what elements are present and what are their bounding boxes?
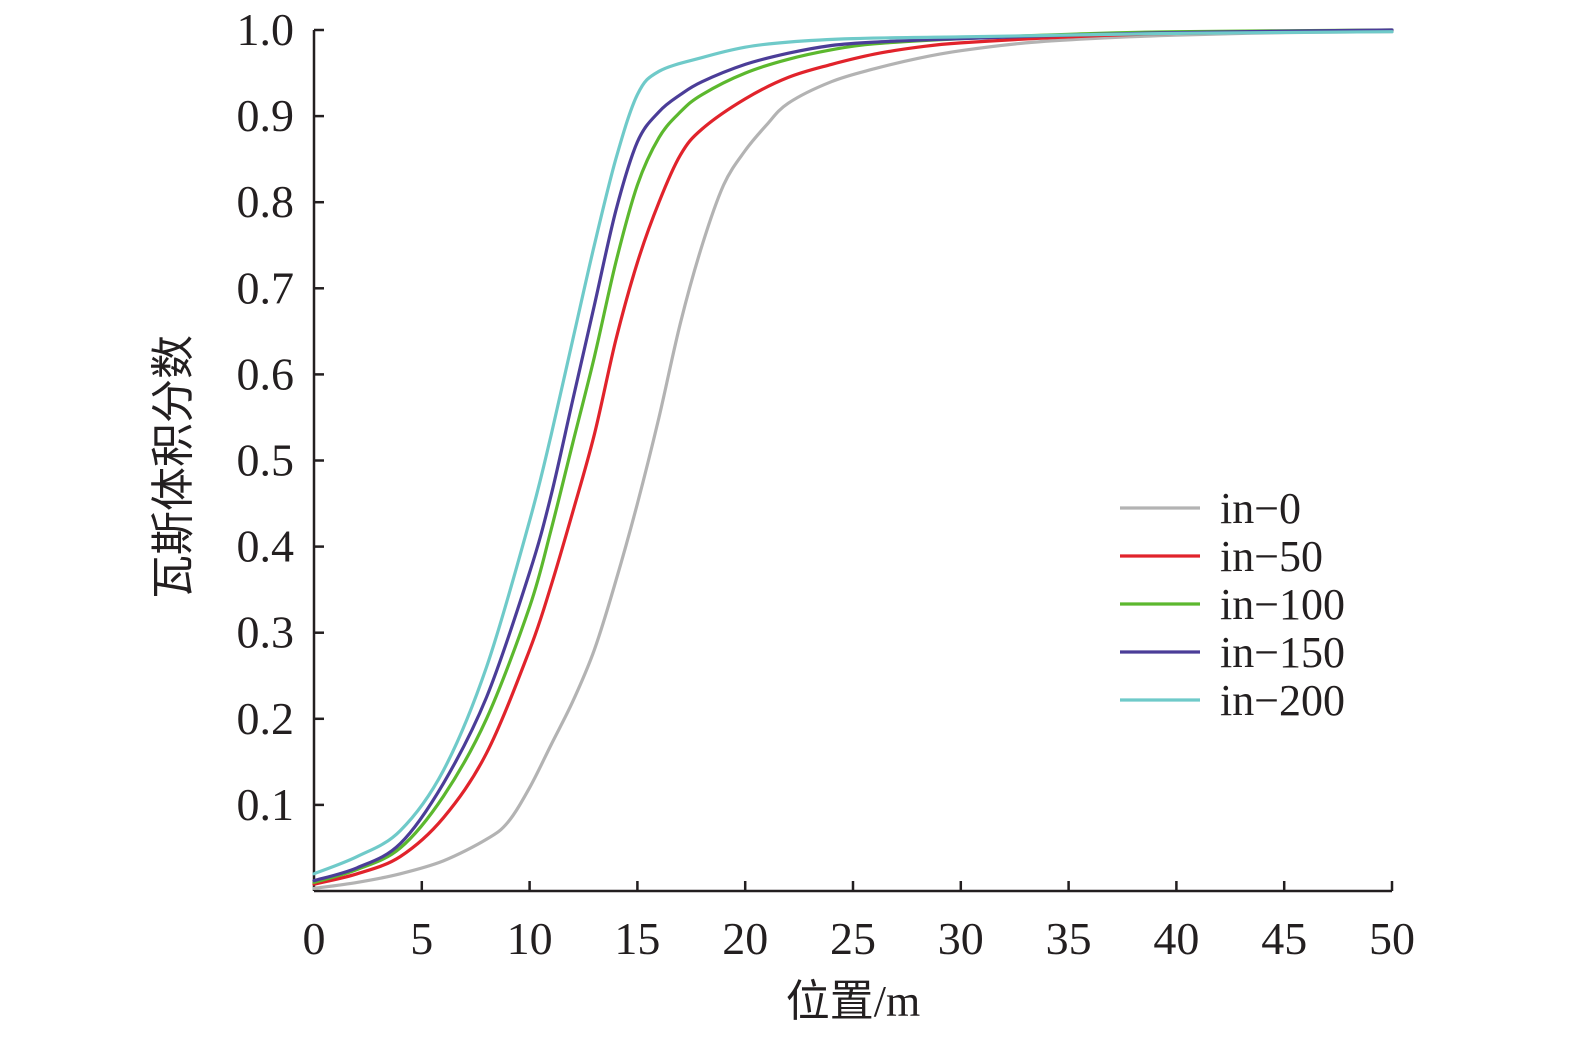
y-tick-label: 0.3 xyxy=(237,607,295,658)
series-line-4 xyxy=(312,30,1394,876)
y-tick-label: 0.1 xyxy=(237,779,295,830)
y-tick-label: 0.6 xyxy=(237,348,295,399)
x-tick-label: 20 xyxy=(722,913,768,964)
x-axis-ticks: 0 5 10 15 20 25 30 35 40 45 50 xyxy=(303,881,1415,964)
series-line-3 xyxy=(312,28,1394,883)
x-tick-label: 0 xyxy=(303,913,326,964)
series-line-1 xyxy=(312,29,1394,886)
y-tick-label: 0.5 xyxy=(237,435,295,486)
y-tick-label: 0.9 xyxy=(237,90,295,141)
x-tick-label: 25 xyxy=(830,913,876,964)
y-tick-label: 0.4 xyxy=(237,521,295,572)
legend-label: in−200 xyxy=(1220,676,1345,725)
y-axis-ticks: 0.1 0.2 0.3 0.4 0.5 0.6 0.7 0.8 0.9 1.0 xyxy=(237,4,324,830)
x-axis-title: 位置/m xyxy=(786,977,920,1026)
y-axis-title: 瓦斯体积分数 xyxy=(149,335,198,599)
series-line-2 xyxy=(312,28,1394,884)
x-tick-label: 35 xyxy=(1046,913,1092,964)
y-tick-label: 0.8 xyxy=(237,176,295,227)
x-tick-label: 15 xyxy=(614,913,660,964)
legend-label: in−50 xyxy=(1220,532,1323,581)
y-tick-label: 0.7 xyxy=(237,262,295,313)
y-tick-label: 1.0 xyxy=(237,4,295,55)
legend-label: in−150 xyxy=(1220,628,1345,677)
legend-label: in−100 xyxy=(1220,580,1345,629)
plot-area xyxy=(312,30,1392,893)
x-tick-label: 10 xyxy=(507,913,553,964)
x-tick-label: 50 xyxy=(1369,913,1415,964)
y-tick-label: 0.2 xyxy=(237,693,295,744)
x-tick-label: 5 xyxy=(410,913,433,964)
x-tick-label: 30 xyxy=(938,913,984,964)
x-tick-label: 40 xyxy=(1153,913,1199,964)
x-tick-label: 45 xyxy=(1261,913,1307,964)
series-lines xyxy=(312,28,1394,890)
series-line-0 xyxy=(312,30,1394,890)
legend-label: in−0 xyxy=(1220,484,1301,533)
